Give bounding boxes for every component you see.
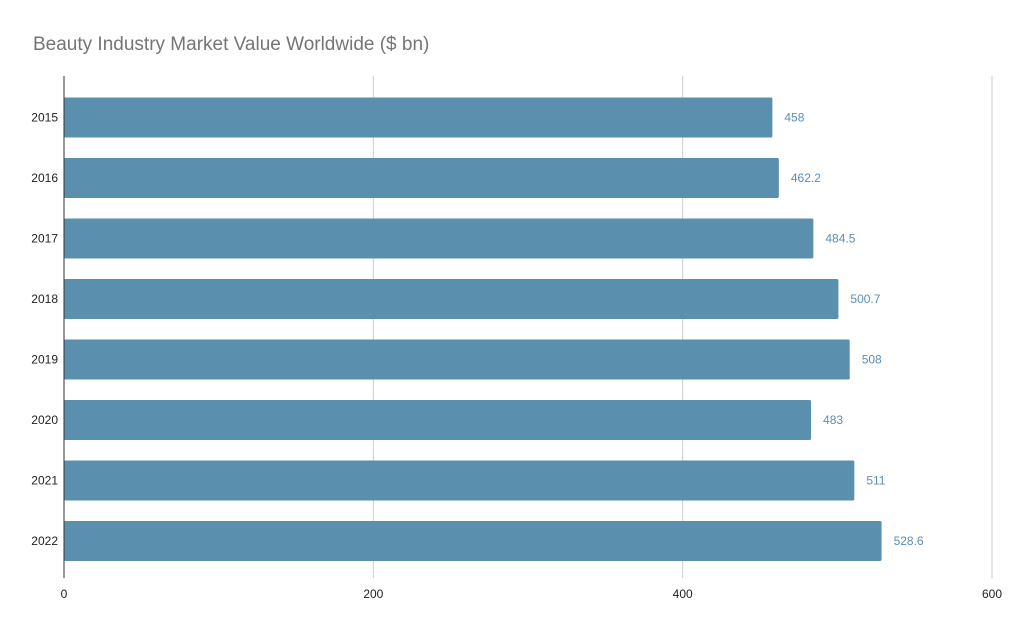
data-label: 458 <box>784 111 804 125</box>
chart-title: Beauty Industry Market Value Worldwide (… <box>33 34 430 55</box>
x-tick-label: 600 <box>982 587 1002 601</box>
data-label: 483 <box>823 413 843 427</box>
x-tick-label: 0 <box>61 587 68 601</box>
bar-2020 <box>64 400 812 440</box>
y-tick-label: 2019 <box>31 353 58 367</box>
data-label: 528.6 <box>894 534 924 548</box>
bar-2019 <box>64 339 850 380</box>
y-tick-label: 2021 <box>31 474 58 488</box>
bars <box>64 97 882 561</box>
bar-2015 <box>64 97 773 138</box>
data-label: 462.2 <box>791 171 821 185</box>
gridlines <box>372 76 993 578</box>
data-label: 508 <box>862 353 882 367</box>
bar-2022 <box>64 521 882 561</box>
labels: 0 200 400 600 2015 458 2016 462.2 2017 484.5 2018 5… <box>31 111 1002 602</box>
bar-2021 <box>64 460 855 501</box>
data-label: 511 <box>866 474 885 488</box>
y-tick-label: 2016 <box>31 171 58 185</box>
data-label: 484.5 <box>825 232 855 246</box>
bar-2017 <box>64 218 814 259</box>
data-label: 500.7 <box>850 292 880 306</box>
bar-2018 <box>64 279 839 319</box>
y-tick-label: 2015 <box>31 111 58 125</box>
y-tick-label: 2020 <box>31 413 58 427</box>
y-tick-label: 2018 <box>31 292 58 306</box>
x-tick-label: 400 <box>673 587 693 601</box>
y-tick-label: 2017 <box>31 232 58 246</box>
y-tick-label: 2022 <box>31 534 58 548</box>
bar-2016 <box>64 158 779 198</box>
x-tick-label: 200 <box>363 587 383 601</box>
